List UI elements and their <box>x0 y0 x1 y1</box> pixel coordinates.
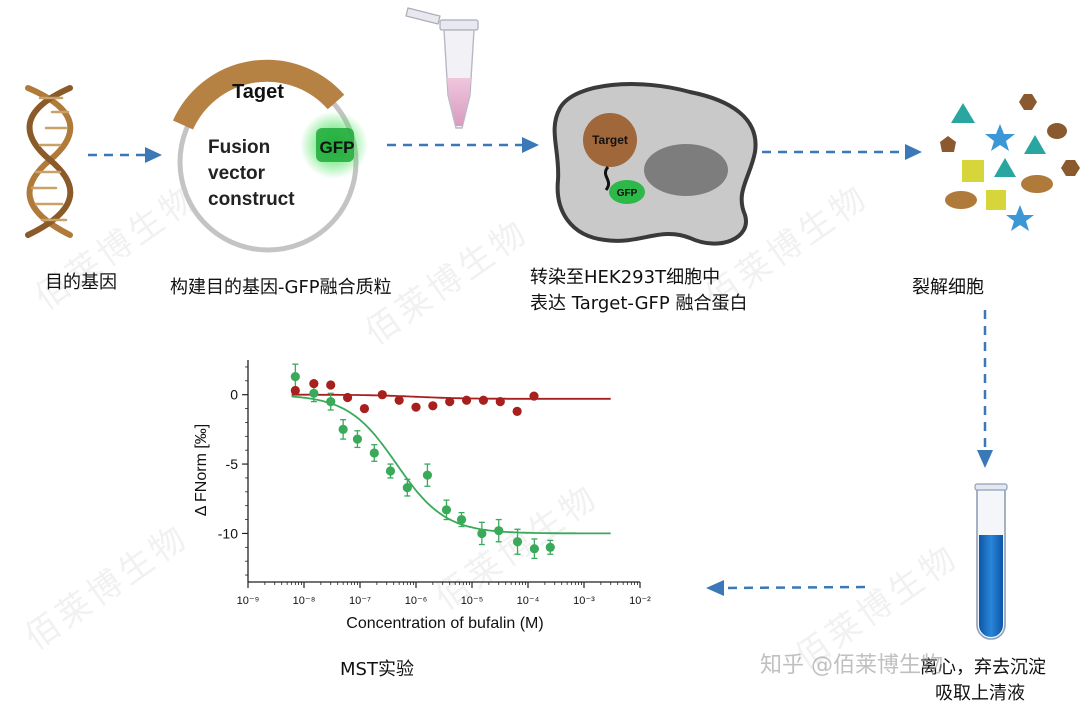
data-point-s1 <box>478 395 489 405</box>
lysate-icon <box>940 94 1080 231</box>
y-tick-label: -5 <box>226 456 239 472</box>
fit-curves <box>291 393 611 535</box>
data-point-s0 <box>422 470 433 480</box>
x-ticks: 10⁻⁹ 10⁻⁸ 10⁻⁷ 10⁻⁶ 10⁻⁵ 10⁻⁴ 10⁻³ 10⁻² <box>237 582 651 607</box>
data-point-s0 <box>352 434 363 444</box>
x-tick-label: 10⁻⁵ <box>461 595 484 607</box>
data-point-s1 <box>309 378 319 389</box>
transfect-label-line1: 转染至HEK293T细胞中 <box>530 267 721 288</box>
x-tick-label: 10⁻⁴ <box>517 595 540 607</box>
data-point-s0 <box>545 542 555 552</box>
data-point-s1 <box>377 390 387 400</box>
arrows <box>88 143 987 590</box>
credit-watermark: 知乎 @佰莱博生物 <box>760 653 943 678</box>
centrifuge-label-line1: 离心，弃去沉淀 <box>920 657 1046 678</box>
x-tick-label: 10⁻⁸ <box>293 595 316 607</box>
data-point-s1 <box>359 403 370 414</box>
test-tube-icon <box>974 483 1008 640</box>
plasmid-center-line2: vector <box>208 163 266 184</box>
data-point-s0 <box>477 528 487 539</box>
data-point-s0 <box>369 448 379 458</box>
mst-label: MST实验 <box>340 659 414 680</box>
fit-curve-0 <box>291 395 611 535</box>
target-label: Target <box>592 133 628 147</box>
dna-helix-icon <box>25 85 74 238</box>
x-tick-label: 10⁻⁶ <box>405 595 428 607</box>
plasmid-icon <box>172 59 368 253</box>
data-point-s1 <box>428 401 438 411</box>
data-point-s1 <box>290 385 300 396</box>
data-point-s0 <box>326 397 336 407</box>
data-point-s0 <box>309 388 319 398</box>
data-points <box>290 363 555 560</box>
data-point-s0 <box>385 466 396 476</box>
gfp-protein-label: GFP <box>617 188 638 199</box>
data-point-s1 <box>495 397 505 407</box>
data-point-s0 <box>441 505 452 515</box>
plasmid-label-text: 构建目的基因-GFP融合质粒 <box>170 277 392 298</box>
y-ticks: 0 -5 -10 <box>218 366 248 576</box>
data-point-s1 <box>445 397 455 407</box>
plasmid-arc-label: Taget <box>232 81 284 103</box>
data-point-s1 <box>461 395 472 405</box>
mst-chart: 10⁻⁹ 10⁻⁸ 10⁻⁷ 10⁻⁶ 10⁻⁵ 10⁻⁴ 10⁻³ 10⁻² 0-5-10 … <box>193 360 651 632</box>
x-tick-label: 10⁻⁷ <box>349 595 371 607</box>
y-tick-label: 0 <box>230 387 238 403</box>
x-tick-label: 10⁻³ <box>573 595 595 607</box>
x-tick-label: 10⁻² <box>629 595 651 607</box>
data-point-s0 <box>456 514 467 525</box>
microcentrifuge-tube-icon <box>405 7 479 129</box>
plasmid-center-line3: construct <box>208 189 295 210</box>
data-point-s0 <box>402 483 412 493</box>
y-tick-label: -10 <box>218 525 238 541</box>
data-point-s1 <box>342 392 353 403</box>
centrifuge-label-line2: 吸取上清液 <box>935 683 1025 704</box>
arrow-5 <box>723 585 866 590</box>
arrowheads <box>145 137 993 596</box>
gene-label: 目的基因 <box>45 272 117 293</box>
plasmid-label: 构建目的基因-GFP融合质粒 <box>170 276 392 300</box>
data-point-s0 <box>494 526 504 536</box>
data-point-s1 <box>411 402 421 412</box>
plasmid-center-line1: Fusion <box>208 137 270 158</box>
y-axis-label: Δ FNorm [‰] <box>193 424 210 516</box>
data-point-s1 <box>529 391 539 401</box>
data-point-s1 <box>326 380 336 390</box>
data-point-s1 <box>394 395 404 405</box>
cell-icon <box>552 82 758 246</box>
gfp-label: GFP <box>320 138 355 157</box>
lyse-label: 裂解细胞 <box>912 277 984 298</box>
data-point-s0 <box>290 372 300 382</box>
x-tick-label: 10⁻⁹ <box>237 595 260 607</box>
chart-axes <box>247 360 640 583</box>
data-point-s0 <box>338 424 348 434</box>
data-point-s0 <box>512 537 523 547</box>
data-point-s1 <box>512 406 522 416</box>
data-point-s0 <box>529 544 539 554</box>
transfect-label-line2: 表达 Target-GFP 融合蛋白 <box>530 293 748 314</box>
x-axis-label: Concentration of bufalin (M) <box>346 615 543 632</box>
